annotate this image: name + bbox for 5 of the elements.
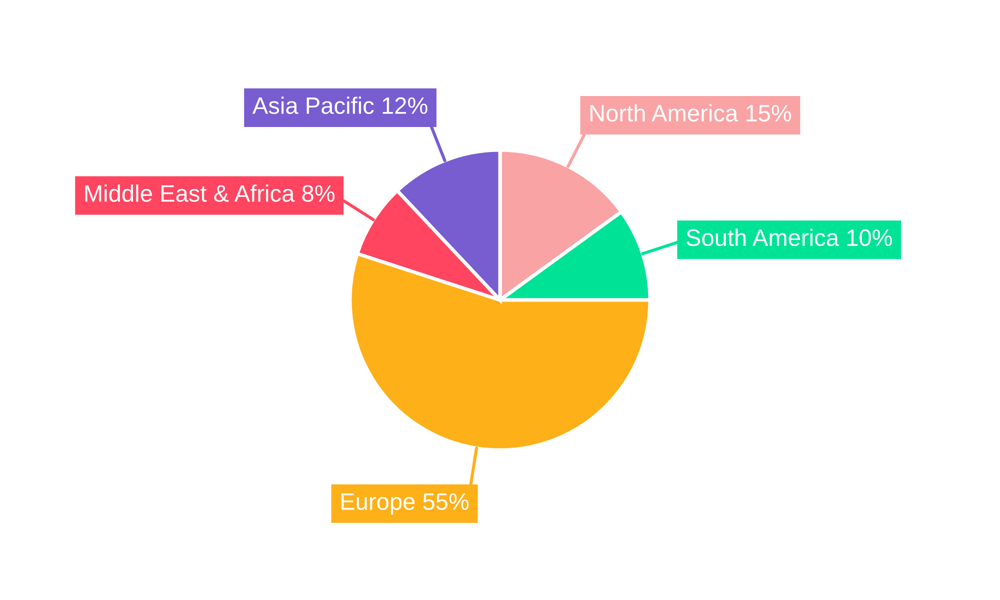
slice-label: Middle East & Africa 8% xyxy=(85,184,335,202)
slice-label: Asia Pacific 12% xyxy=(252,96,428,114)
slice-label: North America 15% xyxy=(590,104,792,122)
slice-label: South America 10% xyxy=(686,228,892,246)
slice-label: Europe 55% xyxy=(341,493,469,515)
